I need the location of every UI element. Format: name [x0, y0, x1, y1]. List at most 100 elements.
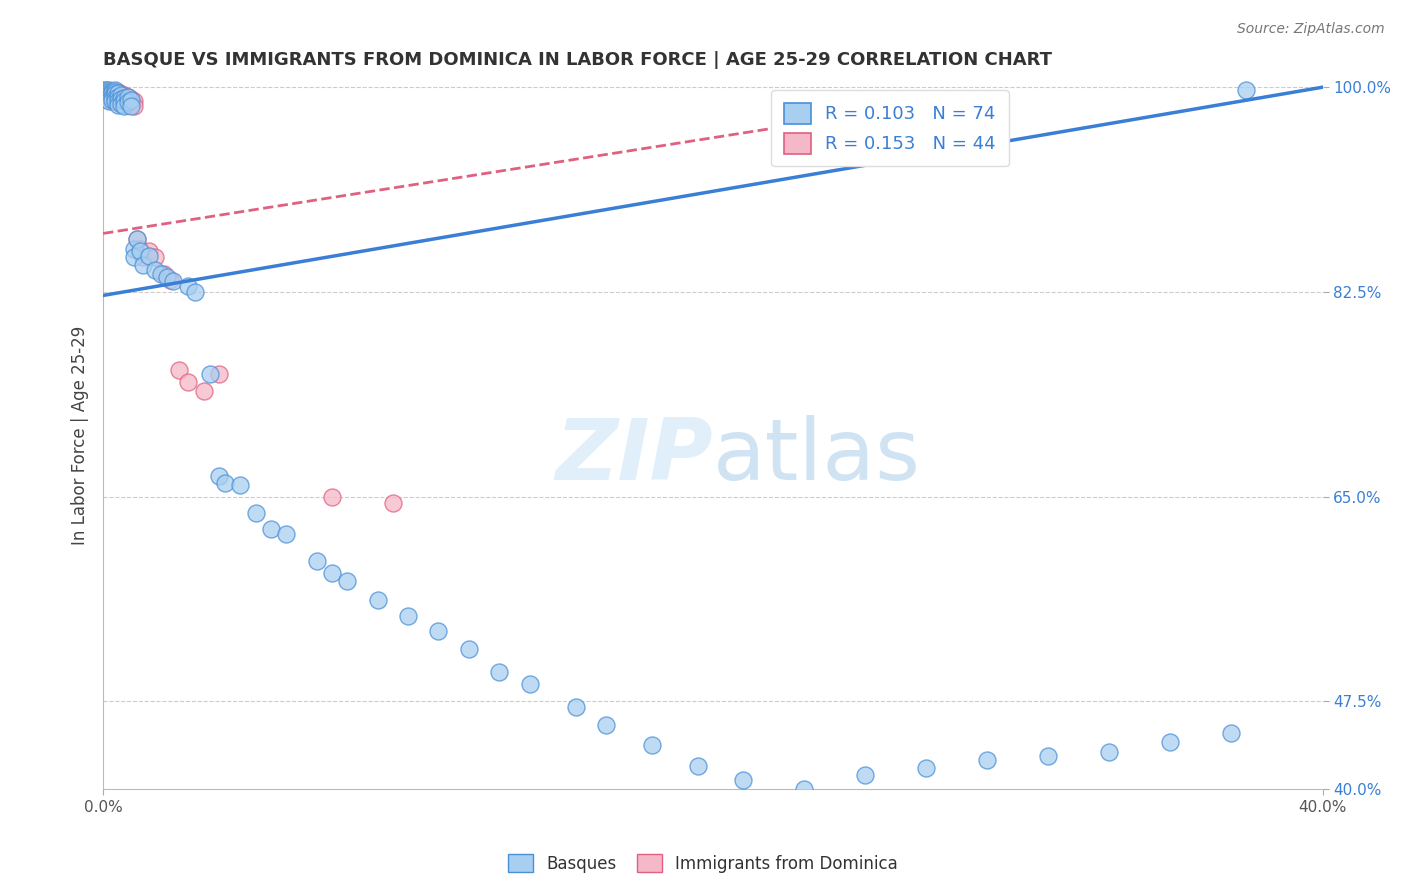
- Point: [122, 94, 145, 108]
- Point: [96, 82, 118, 96]
- Text: ZIP: ZIP: [555, 415, 713, 498]
- Point: [853, 768, 876, 782]
- Point: [101, 85, 124, 99]
- Point: [122, 250, 145, 264]
- Point: [793, 782, 815, 797]
- Point: [132, 250, 155, 264]
- Point: [1234, 82, 1257, 96]
- Point: [104, 86, 127, 100]
- Point: [488, 665, 510, 680]
- Point: [101, 91, 124, 105]
- Point: [107, 89, 129, 103]
- Point: [458, 641, 481, 656]
- Point: [104, 91, 127, 105]
- Point: [107, 85, 129, 99]
- Point: [321, 490, 343, 504]
- Point: [162, 274, 184, 288]
- Point: [96, 86, 118, 100]
- Text: BASQUE VS IMMIGRANTS FROM DOMINICA IN LABOR FORCE | AGE 25-29 CORRELATION CHART: BASQUE VS IMMIGRANTS FROM DOMINICA IN LA…: [103, 51, 1052, 69]
- Point: [98, 84, 121, 98]
- Point: [260, 523, 283, 537]
- Point: [976, 753, 998, 767]
- Point: [396, 609, 419, 624]
- Point: [96, 92, 118, 106]
- Point: [117, 89, 139, 103]
- Point: [169, 363, 191, 377]
- Point: [107, 95, 129, 110]
- Point: [336, 574, 359, 588]
- Point: [156, 269, 179, 284]
- Point: [107, 94, 129, 108]
- Point: [96, 82, 118, 96]
- Point: [104, 93, 127, 107]
- Point: [686, 758, 709, 772]
- Point: [117, 95, 139, 110]
- Point: [114, 99, 136, 113]
- Point: [114, 96, 136, 111]
- Point: [107, 88, 129, 103]
- Point: [117, 89, 139, 103]
- Point: [104, 85, 127, 99]
- Point: [120, 99, 142, 113]
- Point: [1220, 726, 1243, 740]
- Point: [104, 87, 127, 102]
- Point: [122, 99, 145, 113]
- Point: [128, 244, 150, 258]
- Point: [107, 92, 129, 106]
- Point: [101, 86, 124, 100]
- Point: [733, 772, 755, 787]
- Point: [214, 475, 236, 490]
- Point: [120, 96, 142, 111]
- Point: [198, 367, 221, 381]
- Point: [98, 89, 121, 103]
- Point: [101, 84, 124, 98]
- Point: [104, 89, 127, 103]
- Point: [125, 232, 148, 246]
- Point: [98, 85, 121, 99]
- Point: [101, 87, 124, 102]
- Point: [110, 91, 132, 105]
- Point: [274, 527, 297, 541]
- Point: [193, 384, 215, 399]
- Legend: R = 0.103   N = 74, R = 0.153   N = 44: R = 0.103 N = 74, R = 0.153 N = 44: [772, 90, 1008, 167]
- Point: [120, 92, 142, 106]
- Point: [114, 92, 136, 106]
- Y-axis label: In Labor Force | Age 25-29: In Labor Force | Age 25-29: [72, 326, 89, 545]
- Point: [98, 82, 121, 96]
- Point: [120, 93, 142, 107]
- Point: [177, 279, 200, 293]
- Point: [381, 495, 404, 509]
- Point: [1159, 735, 1181, 749]
- Point: [122, 242, 145, 256]
- Point: [107, 97, 129, 112]
- Point: [132, 258, 155, 272]
- Point: [208, 468, 231, 483]
- Point: [143, 262, 166, 277]
- Point: [595, 718, 617, 732]
- Point: [101, 89, 124, 103]
- Point: [110, 92, 132, 106]
- Point: [104, 94, 127, 108]
- Point: [114, 91, 136, 105]
- Point: [96, 87, 118, 102]
- Point: [138, 249, 160, 263]
- Point: [101, 93, 124, 107]
- Point: [427, 624, 450, 639]
- Point: [98, 86, 121, 100]
- Point: [98, 89, 121, 103]
- Point: [117, 97, 139, 112]
- Point: [96, 85, 118, 99]
- Point: [183, 285, 205, 299]
- Legend: Basques, Immigrants from Dominica: Basques, Immigrants from Dominica: [502, 847, 904, 880]
- Point: [104, 84, 127, 98]
- Point: [101, 94, 124, 108]
- Point: [159, 273, 181, 287]
- Point: [117, 93, 139, 107]
- Point: [229, 478, 252, 492]
- Point: [107, 86, 129, 100]
- Point: [98, 87, 121, 102]
- Point: [1098, 745, 1121, 759]
- Point: [519, 677, 541, 691]
- Point: [125, 232, 148, 246]
- Point: [321, 566, 343, 580]
